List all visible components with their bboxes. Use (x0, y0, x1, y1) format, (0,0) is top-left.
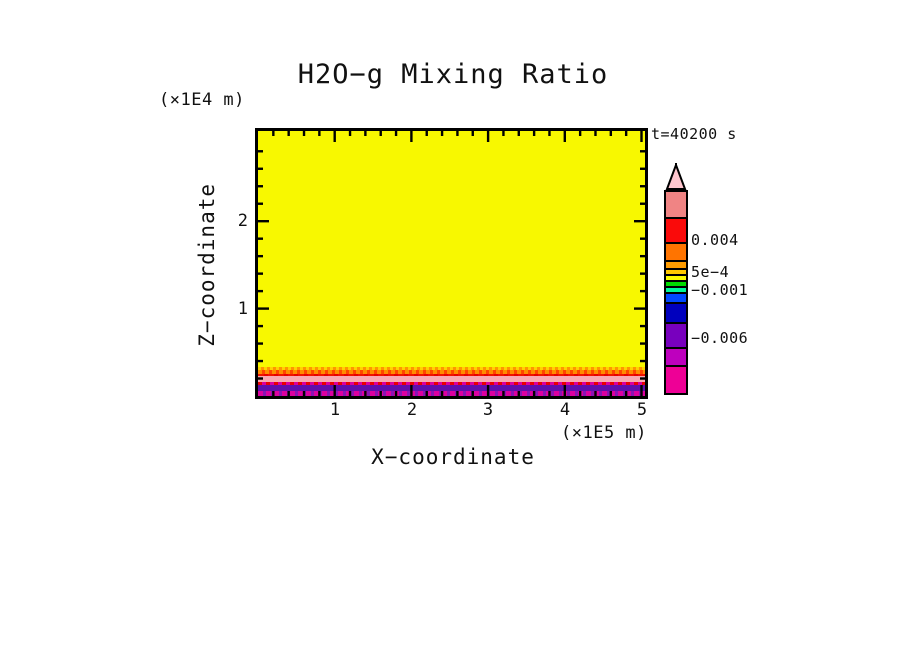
colorbar-tick-label: 5e−4 (691, 263, 730, 281)
colorbar-segment (666, 347, 686, 365)
x-tick-label: 3 (482, 400, 494, 420)
colorbar-segment (666, 217, 686, 242)
time-annotation: t=40200 s (651, 125, 737, 143)
colorbar-segment (666, 302, 686, 322)
z-axis-label: Z−coordinate (195, 183, 219, 347)
colorbar-tick-label: −0.001 (691, 281, 749, 299)
surface-band (258, 382, 645, 385)
colorbar-segment (666, 242, 686, 260)
surface-band (258, 376, 645, 382)
chart-title: H2O−g Mixing Ratio (297, 59, 609, 90)
x-axis-unit-label: (×1E5 m) (561, 423, 647, 443)
surface-band (258, 374, 645, 376)
colorbar-tick-label: −0.006 (691, 329, 749, 347)
colorbar-segment (666, 286, 686, 292)
colorbar-segment (666, 365, 686, 393)
colorbar-segment (666, 260, 686, 268)
surface-band (258, 391, 645, 396)
colorbar-segment (666, 192, 686, 217)
colorbar-bar (664, 190, 688, 395)
x-tick-label: 5 (636, 400, 648, 420)
plot-area (255, 128, 648, 399)
colorbar-segment (666, 268, 686, 274)
x-tick-label: 1 (329, 400, 341, 420)
colorbar (663, 163, 689, 395)
colorbar-segment (666, 280, 686, 286)
colorbar-tick-label: 0.004 (691, 231, 739, 249)
colorbar-segment (666, 322, 686, 347)
z-tick-label: 1 (237, 299, 248, 319)
surface-band (258, 367, 645, 370)
colorbar-segment (666, 292, 686, 302)
x-axis-label: X−coordinate (371, 445, 535, 469)
x-tick-label: 2 (406, 400, 418, 420)
z-axis-unit-label: (×1E4 m) (159, 90, 245, 110)
colorbar-segment (666, 274, 686, 280)
x-tick-label: 4 (559, 400, 571, 420)
surface-band (258, 385, 645, 391)
colorbar-arrow-icon (665, 163, 687, 190)
surface-band (258, 370, 645, 374)
axis-ticks (258, 131, 645, 396)
z-tick-label: 2 (237, 211, 248, 231)
surface-layer-bands (258, 367, 645, 396)
